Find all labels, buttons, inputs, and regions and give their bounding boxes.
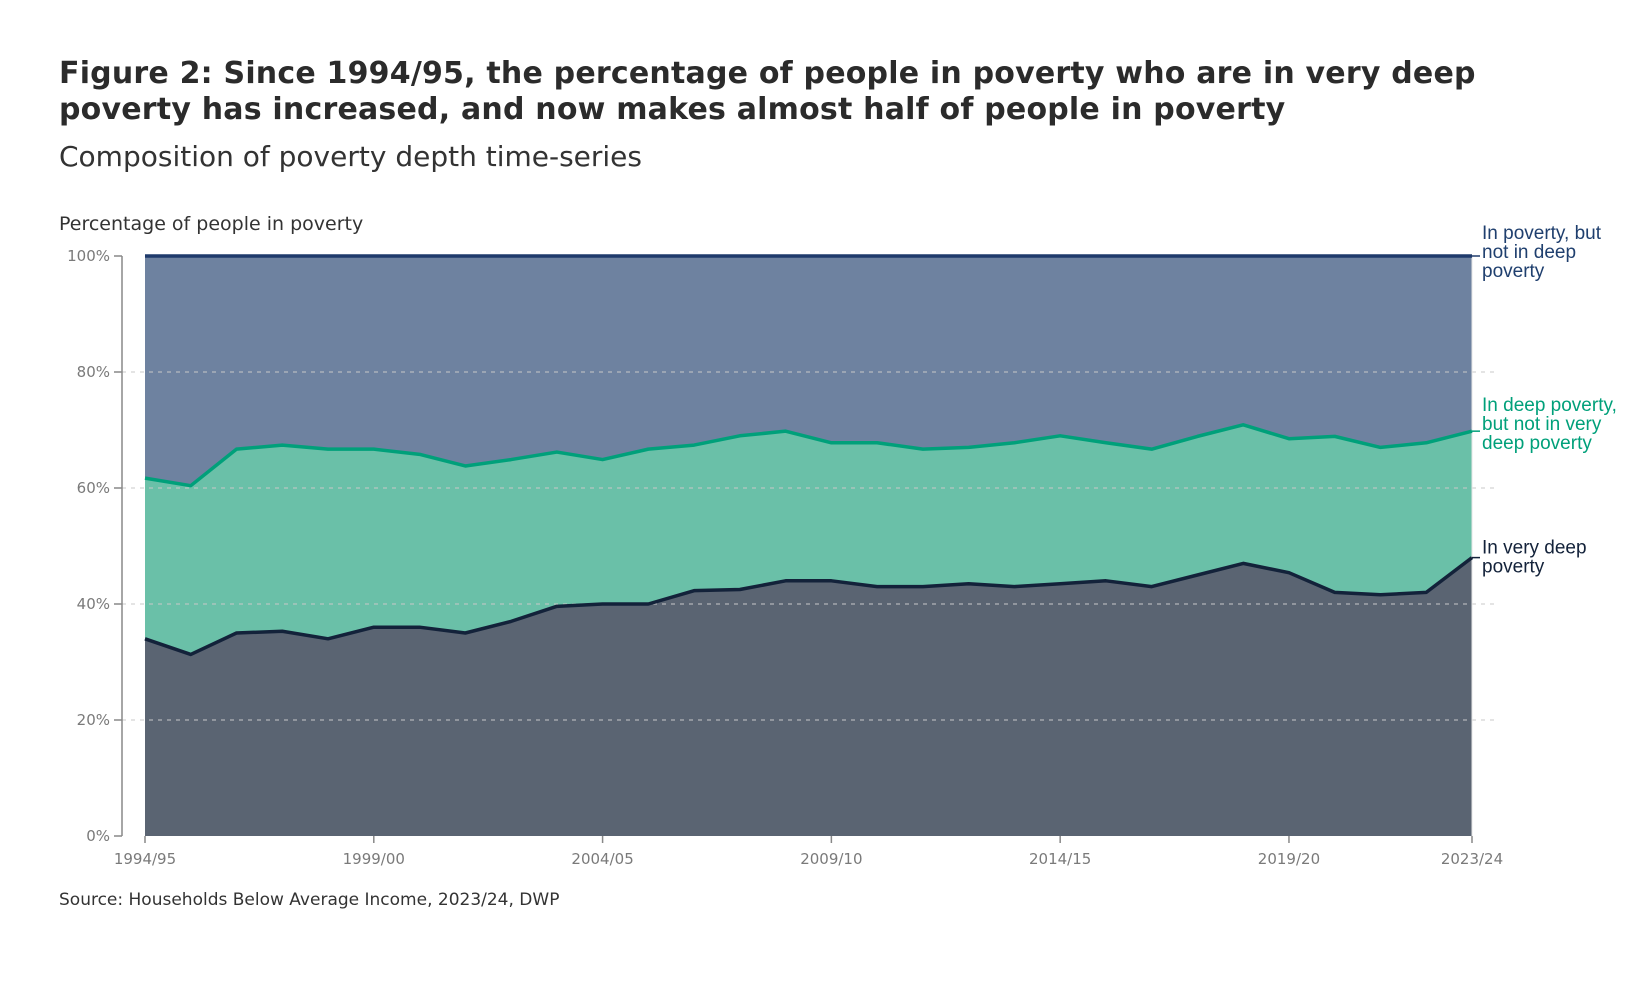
area-2 — [145, 256, 1472, 486]
y-tick-label: 0% — [86, 827, 110, 845]
x-tick-label: 2023/24 — [1441, 850, 1503, 868]
series-label-0: poverty — [1482, 557, 1545, 578]
series-label-1: but not in very — [1482, 414, 1602, 435]
y-tick-label: 60% — [77, 479, 110, 497]
series-line-1 — [144, 423, 1473, 488]
area-0 — [145, 557, 1472, 836]
y-tick-label: 100% — [67, 247, 110, 265]
x-tick-label: 2009/10 — [800, 850, 862, 868]
x-tick-label: 2019/20 — [1258, 850, 1320, 868]
chart-subtitle: Composition of poverty depth time-series — [59, 140, 642, 173]
y-tick-label: 80% — [77, 363, 110, 381]
series-label-2: In poverty, but — [1482, 223, 1602, 244]
source-note: Source: Households Below Average Income,… — [59, 890, 560, 910]
x-tick-label: 2014/15 — [1029, 850, 1091, 868]
x-tick-label: 2004/05 — [571, 850, 633, 868]
chart-title: Figure 2: Since 1994/95, the percentage … — [59, 56, 1476, 127]
series-label-1: In deep poverty, — [1482, 395, 1617, 416]
y-tick-label: 40% — [77, 595, 110, 613]
series-label-2: poverty — [1482, 261, 1545, 282]
series-label-2: not in deep — [1482, 242, 1576, 263]
series-line-0 — [144, 556, 1474, 657]
y-axis-label: Percentage of people in poverty — [59, 213, 364, 235]
y-tick-label: 20% — [77, 711, 110, 729]
x-tick-label: 1994/95 — [114, 850, 176, 868]
x-tick-label: 1999/00 — [343, 850, 405, 868]
series-label-1: deep poverty — [1482, 433, 1592, 454]
area-1 — [145, 424, 1472, 655]
series-label-0: In very deep — [1482, 538, 1587, 559]
